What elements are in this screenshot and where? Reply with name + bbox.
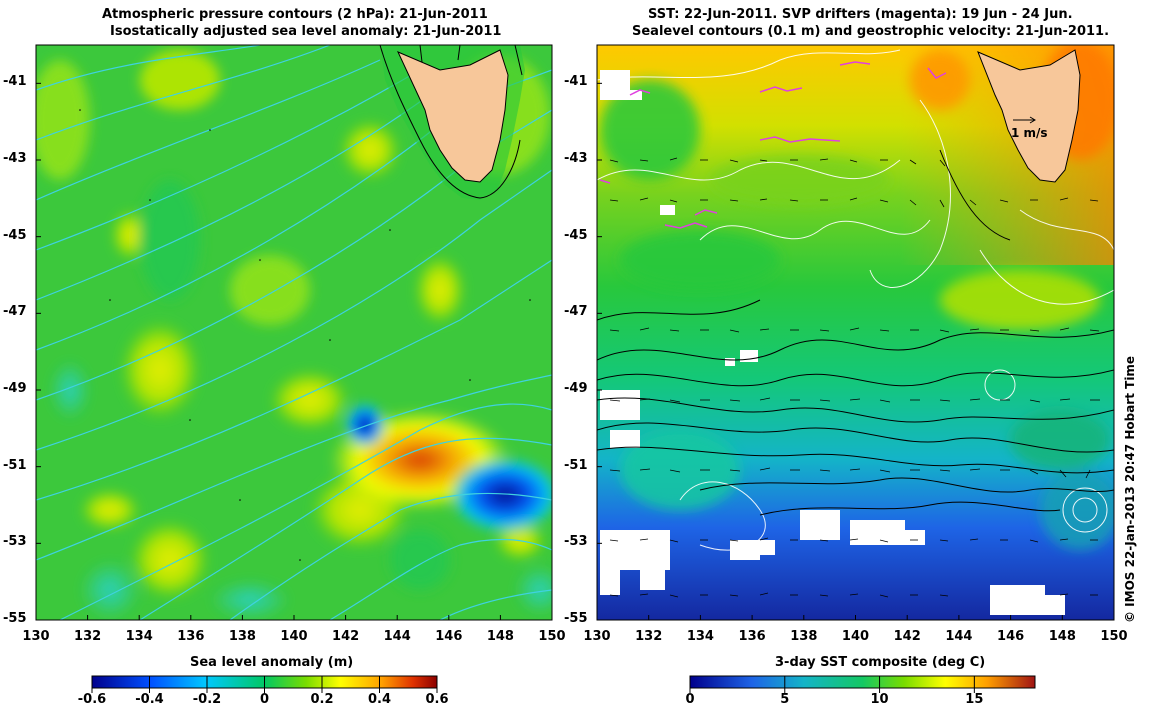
svp-drifter-tracks xyxy=(599,61,947,229)
right-axes xyxy=(596,82,1115,621)
sla-colorbar-tick-label: -0.6 xyxy=(77,692,107,707)
right-lon-tick-label: 146 xyxy=(997,629,1025,644)
tasmania-land-right xyxy=(977,49,1081,183)
left-lon-tick-label: 136 xyxy=(177,629,205,644)
sla-colorbar-tick-label: -0.2 xyxy=(192,692,222,707)
tasmania-land xyxy=(396,49,509,183)
right-lon-tick-label: 144 xyxy=(945,629,973,644)
right-lon-tick-label: 142 xyxy=(893,629,921,644)
right-lon-tick-label: 134 xyxy=(686,629,714,644)
right-lat-tick-label: -53 xyxy=(564,534,588,550)
left-title-line2: Isostatically adjusted sea level anomaly… xyxy=(110,24,502,39)
sst-map: 1 m/s xyxy=(597,45,1114,620)
left-title-line1: Atmospheric pressure contours (2 hPa): 2… xyxy=(102,7,488,22)
cloud-mask xyxy=(600,70,1065,615)
sst-colorbar-title: 3-day SST composite (deg C) xyxy=(775,655,986,670)
sla-colorbar-tick-label: 0.6 xyxy=(425,692,449,707)
left-lon-tick-label: 134 xyxy=(125,629,153,644)
left-lat-tick-label: -55 xyxy=(3,611,27,626)
right-lat-tick-label: -51 xyxy=(564,457,588,473)
right-lon-tick-label: 136 xyxy=(738,629,766,644)
left-lat-tick-label: -49 xyxy=(3,381,27,396)
right-lon-tick-label: 140 xyxy=(841,629,870,644)
right-lat-tick-label: -47 xyxy=(564,304,588,320)
right-lat-tick-label: -41 xyxy=(564,74,588,90)
right-lon-tick-label: 148 xyxy=(1048,629,1076,644)
sst-colorbar-tick-label: 10 xyxy=(870,692,889,707)
right-title-line2: Sealevel contours (0.1 m) and geostrophi… xyxy=(632,24,1110,39)
left-lon-tick-label: 144 xyxy=(383,629,411,644)
right-lon-tick-label: 138 xyxy=(790,629,818,644)
left-lat-tick-label: -47 xyxy=(3,304,27,320)
right-lat-tick-label: -43 xyxy=(564,151,588,166)
sla-colorbar-title: Sea level anomaly (m) xyxy=(190,655,354,670)
left-lon-tick-label: 146 xyxy=(435,629,463,644)
geostrophic-velocity-arrows xyxy=(609,157,1100,598)
left-axes xyxy=(35,82,553,621)
right-title-line1: SST: 22-Jun-2011. SVP drifters (magenta)… xyxy=(648,7,1073,22)
left-lon-tick-label: 132 xyxy=(74,629,102,644)
left-lat-tick-label: -43 xyxy=(3,151,27,166)
left-lon-tick-label: 140 xyxy=(280,629,308,644)
sla-dots xyxy=(79,109,531,561)
right-lat-tick-label: -45 xyxy=(564,227,588,243)
left-lat-tick-label: -41 xyxy=(3,74,27,90)
velocity-scale-arrow xyxy=(1013,116,1036,124)
right-lon-tick-label: 132 xyxy=(635,629,663,644)
sla-colorbar-tick-label: 0 xyxy=(259,692,270,707)
imos-credit: © IMOS 22-Jan-2013 20:47 Hobart Time xyxy=(1123,355,1137,623)
right-lon-tick-label: 150 xyxy=(1100,629,1128,644)
sst-colorbar-tick-label: 5 xyxy=(780,692,790,707)
sealevel-contours xyxy=(597,49,1114,551)
left-lat-tick-label: -51 xyxy=(3,457,27,473)
right-lon-tick-label: 130 xyxy=(583,629,611,644)
right-lat-tick-label: -55 xyxy=(564,611,588,626)
sla-colorbar-tick-label: 0.2 xyxy=(310,692,334,707)
sla-map xyxy=(36,45,552,620)
left-lat-tick-label: -53 xyxy=(3,534,27,550)
sst-colorbar-tick-label: 0 xyxy=(685,692,695,707)
sst-colorbar-tick-label: 15 xyxy=(965,692,984,707)
sla-colorbar-tick-label: -0.4 xyxy=(135,692,164,707)
sealevel-contours-dark xyxy=(597,149,1114,516)
left-lat-tick-label: -45 xyxy=(3,227,27,243)
sla-colorbar-tick-label: 0.4 xyxy=(367,692,392,707)
velocity-scale-label: 1 m/s xyxy=(1011,126,1048,140)
left-lon-tick-label: 138 xyxy=(228,629,256,644)
left-lon-tick-label: 130 xyxy=(22,629,50,644)
right-lat-tick-label: -49 xyxy=(564,381,588,396)
sst-colorbar xyxy=(689,675,1036,689)
left-lon-tick-label: 142 xyxy=(332,629,360,644)
left-lon-tick-label: 148 xyxy=(486,629,514,644)
left-lon-tick-label: 150 xyxy=(538,629,566,644)
